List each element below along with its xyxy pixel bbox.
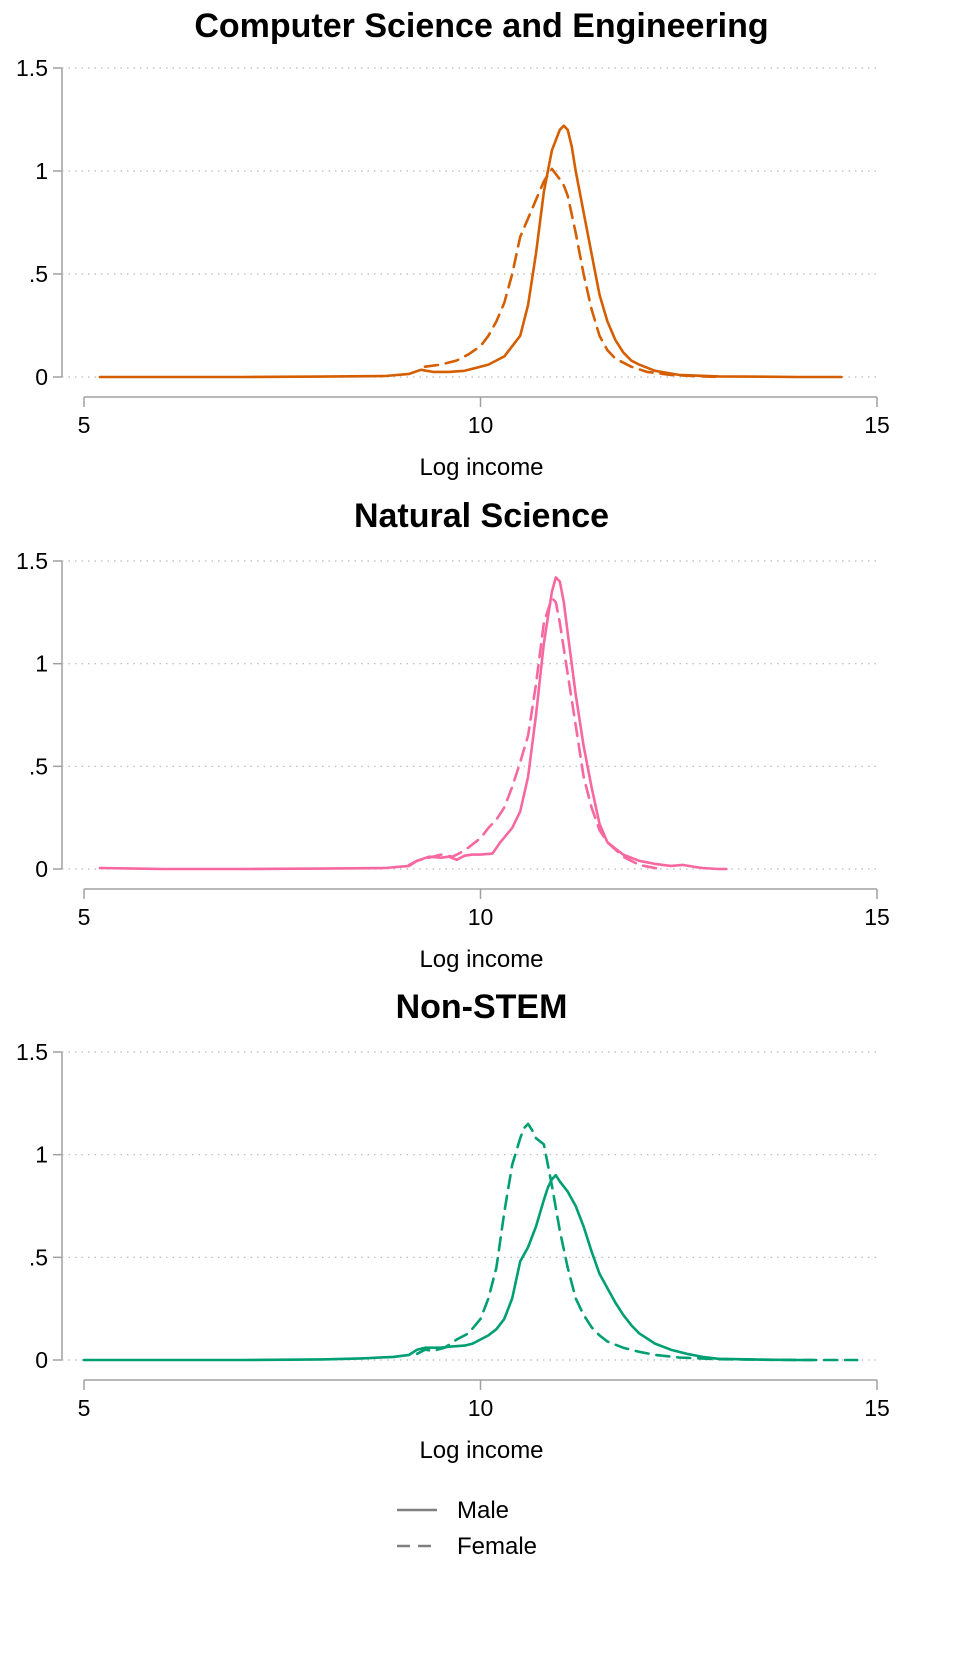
panel-title: Natural Science xyxy=(354,497,609,535)
legend-label-male: Male xyxy=(457,1497,509,1524)
x-axis-label: Log income xyxy=(419,1437,543,1464)
panel-title: Non-STEM xyxy=(396,988,568,1026)
y-tick-label: 0 xyxy=(35,1347,48,1373)
x-tick-label: 10 xyxy=(468,904,494,930)
x-tick-label: 5 xyxy=(78,904,91,930)
x-tick-label: 10 xyxy=(468,412,494,438)
panel-2: Natural Science 0 .5 1 1.5 5 10 15 Log income xyxy=(16,497,890,973)
y-tick-label: 0 xyxy=(35,856,48,882)
series-line-male xyxy=(98,576,728,871)
x-axis-label: Log income xyxy=(419,454,543,481)
legend-label-female: Female xyxy=(457,1533,537,1560)
series-line-female xyxy=(407,596,665,871)
x-tick-label: 15 xyxy=(864,412,890,438)
series-line-male xyxy=(98,124,843,379)
x-axis-label: Log income xyxy=(419,946,543,973)
y-tick-label: 1.5 xyxy=(16,1039,48,1065)
panel-title: Computer Science and Engineering xyxy=(194,7,768,45)
panel-1: Computer Science and Engineering 0 .5 1 1.5 5… xyxy=(16,7,890,481)
y-tick-label: .5 xyxy=(29,753,48,779)
panel-3: Non-STEM 0 .5 1 1.5 5 10 15 Log income xyxy=(16,988,890,1464)
series-line-male xyxy=(82,1173,815,1362)
y-tick-label: 1 xyxy=(35,1142,48,1168)
x-tick-label: 5 xyxy=(78,1395,91,1421)
x-tick-label: 10 xyxy=(468,1395,494,1421)
y-tick-label: 1.5 xyxy=(16,548,48,574)
y-tick-label: 1 xyxy=(35,158,48,184)
x-tick-label: 15 xyxy=(864,904,890,930)
series-line-female xyxy=(423,167,720,379)
y-tick-label: 1 xyxy=(35,651,48,677)
y-tick-label: 1.5 xyxy=(16,55,48,81)
x-tick-label: 15 xyxy=(864,1395,890,1421)
y-tick-label: 0 xyxy=(35,364,48,390)
y-tick-label: .5 xyxy=(29,261,48,287)
legend: Male Female xyxy=(397,1497,537,1560)
y-tick-label: .5 xyxy=(29,1244,48,1270)
series-line-female xyxy=(415,1122,859,1362)
x-tick-label: 5 xyxy=(78,412,91,438)
